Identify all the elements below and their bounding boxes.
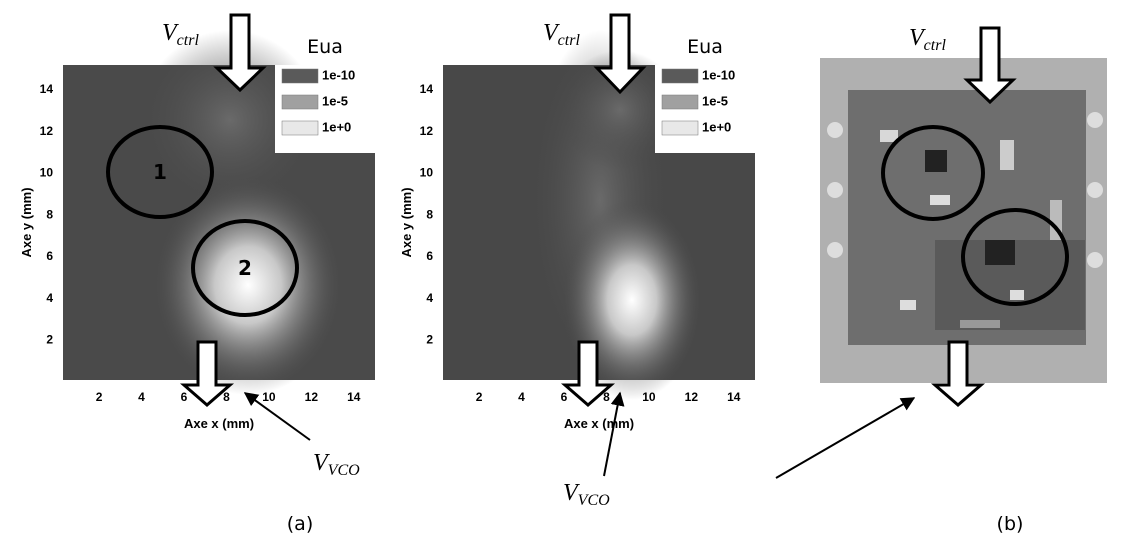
x-tick-label: 2 [476, 390, 483, 404]
y-tick-label: 10 [40, 166, 54, 180]
caption: (b) [997, 513, 1024, 535]
y-tick-label: 10 [420, 166, 434, 180]
x-tick-label: 6 [181, 390, 188, 404]
legend-title: Eua [307, 36, 343, 58]
v-base: V [909, 25, 926, 51]
circle-label: 1 [153, 160, 167, 184]
x-tick-label: 8 [603, 390, 610, 404]
arrow [213, 13, 267, 93]
v-sub: ctrl [558, 32, 581, 49]
x-tick-label: 2 [96, 390, 103, 404]
x-tick-label: 12 [685, 390, 699, 404]
x-tick-label: 14 [727, 390, 741, 404]
legend-title: Eua [687, 36, 723, 58]
circle [881, 125, 985, 221]
board-photo [820, 58, 1107, 383]
circle-label: 2 [238, 256, 252, 280]
circle [106, 125, 214, 219]
y-tick-label: 6 [426, 249, 433, 263]
y-tick-label: 12 [40, 124, 54, 138]
caption: (a) [287, 513, 313, 535]
x-tick-label: 6 [561, 390, 568, 404]
v-ctrl-label: Vctrl [909, 25, 946, 54]
v-sub: ctrl [177, 32, 200, 49]
legend-swatch [661, 68, 699, 84]
x-tick-label: 10 [642, 390, 656, 404]
v-sub: VCO [578, 492, 610, 509]
v-base: V [543, 20, 560, 46]
x-tick-label: 14 [347, 390, 361, 404]
v-base: V [313, 450, 330, 476]
legend-swatch [281, 120, 319, 136]
arrow [560, 340, 616, 407]
circle [961, 208, 1069, 306]
y-tick-label: 14 [420, 82, 434, 96]
arrow [593, 13, 647, 95]
y-tick-label: 2 [426, 333, 433, 347]
y-tick-label: 2 [46, 333, 53, 347]
y-tick-label: 4 [426, 291, 433, 305]
legend-label: 1e-10 [702, 67, 735, 82]
legend-label: 1e-5 [702, 93, 728, 108]
y-tick-label: 4 [46, 291, 53, 305]
y-tick-label: 12 [420, 124, 434, 138]
x-axis-label: Axe x (mm) [564, 416, 634, 431]
v-sub: VCO [328, 462, 360, 479]
y-tick-label: 6 [46, 249, 53, 263]
y-axis-label: Axe y (mm) [399, 187, 414, 257]
v-ctrl-label: Vctrl [162, 20, 199, 49]
v-ctrl-label: Vctrl [543, 20, 580, 49]
v-base: V [162, 20, 179, 46]
legend-label: 1e+0 [702, 119, 731, 134]
x-tick-label: 10 [262, 390, 276, 404]
v-vco-label: VVCO [563, 480, 610, 509]
x-axis-label: Axe x (mm) [184, 416, 254, 431]
y-tick-label: 8 [426, 207, 433, 221]
v-vco-label: VVCO [313, 450, 360, 479]
y-tick-label: 8 [46, 207, 53, 221]
legend-swatch [281, 94, 319, 110]
legend-swatch [661, 94, 699, 110]
v-base: V [563, 480, 580, 506]
y-axis-label: Axe y (mm) [19, 187, 34, 257]
legend-label: 1e-10 [322, 67, 355, 82]
legend-label: 1e-5 [322, 93, 348, 108]
circle [191, 219, 299, 317]
legend-swatch [661, 120, 699, 136]
arrow [179, 340, 235, 407]
x-tick-label: 12 [305, 390, 319, 404]
x-tick-label: 8 [223, 390, 230, 404]
pointer [603, 391, 625, 477]
y-tick-label: 14 [40, 82, 54, 96]
legend-label: 1e+0 [322, 119, 351, 134]
pointer [775, 397, 916, 479]
arrow [930, 340, 986, 407]
v-sub: ctrl [924, 37, 947, 54]
pointer [243, 392, 311, 441]
arrow [963, 26, 1017, 105]
legend-swatch [281, 68, 319, 84]
x-tick-label: 4 [518, 390, 525, 404]
x-tick-label: 4 [138, 390, 145, 404]
